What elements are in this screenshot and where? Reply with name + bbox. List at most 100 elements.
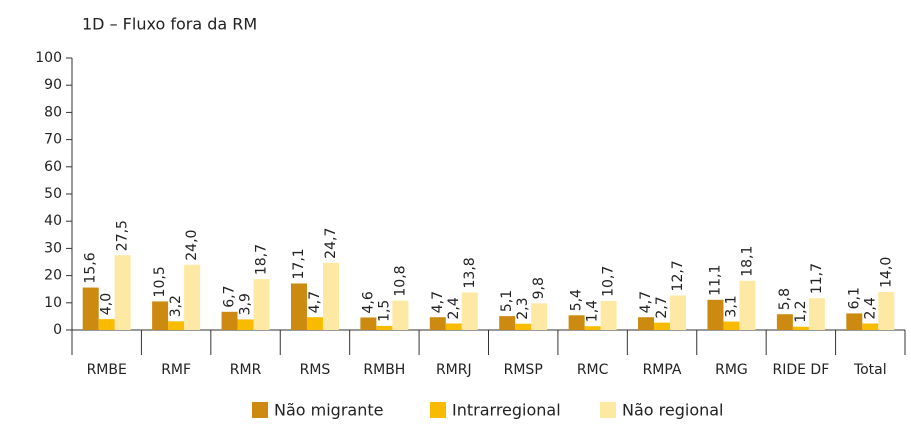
- value-label: 24,7: [323, 228, 339, 259]
- x-tick-label: RMS: [300, 362, 331, 378]
- bar: [376, 325, 393, 330]
- bar: [600, 300, 617, 330]
- value-label: 12,7: [670, 260, 686, 291]
- y-tick-label: 40: [44, 213, 62, 229]
- bar: [114, 255, 131, 330]
- bar: [82, 287, 99, 330]
- value-label: 3,9: [238, 293, 254, 315]
- bar: [392, 300, 409, 330]
- value-label: 3,2: [168, 295, 184, 317]
- x-tick-label: RMF: [161, 362, 191, 378]
- value-label: 2,4: [862, 297, 878, 319]
- y-tick-label: 70: [44, 132, 62, 148]
- bar: [515, 323, 532, 330]
- y-tick-label: 30: [44, 240, 62, 256]
- value-label: 9,8: [531, 277, 547, 299]
- y-tick-label: 0: [53, 322, 62, 338]
- bar: [707, 299, 724, 330]
- bar: [98, 319, 115, 330]
- legend-label: Intrarregional: [452, 401, 561, 420]
- value-label: 3,1: [723, 295, 739, 317]
- y-tick-label: 60: [44, 159, 62, 175]
- value-label: 14,0: [878, 257, 894, 288]
- value-label: 1,4: [585, 300, 601, 322]
- x-tick-label: RMSP: [504, 362, 543, 378]
- bar: [168, 321, 185, 330]
- value-label: 2,7: [654, 296, 670, 318]
- x-tick-label: RMBE: [87, 362, 127, 378]
- value-label: 15,6: [83, 252, 99, 283]
- bar: [808, 298, 825, 330]
- y-tick-label: 90: [44, 77, 62, 93]
- value-label: 4,7: [430, 291, 446, 313]
- bar: [184, 264, 201, 330]
- value-label: 18,7: [254, 244, 270, 275]
- value-label: 17,1: [291, 248, 307, 279]
- bar: [445, 323, 462, 330]
- value-label: 11,7: [809, 263, 825, 294]
- bar: [253, 279, 270, 330]
- y-tick-label: 80: [44, 104, 62, 120]
- value-label: 5,4: [569, 289, 585, 311]
- value-label: 6,7: [222, 286, 238, 308]
- y-tick-label: 10: [44, 295, 62, 311]
- x-tick-label: RMPA: [643, 362, 682, 378]
- value-label: 27,5: [115, 220, 131, 251]
- bar: [499, 316, 516, 330]
- value-label: 24,0: [184, 230, 200, 261]
- x-tick-label: RMG: [715, 362, 748, 378]
- x-tick-label: RMRJ: [436, 362, 472, 378]
- bar: [654, 322, 671, 330]
- value-label: 1,2: [793, 300, 809, 322]
- value-label: 4,6: [360, 291, 376, 313]
- x-tick-label: RIDE DF: [772, 362, 829, 378]
- bar: [638, 317, 655, 330]
- value-label: 18,1: [739, 246, 755, 277]
- x-tick-label: RMR: [230, 362, 262, 378]
- bar: [846, 313, 863, 330]
- value-label: 4,0: [99, 293, 115, 315]
- y-tick-label: 50: [44, 186, 62, 202]
- legend-swatch: [600, 402, 616, 418]
- bar: [461, 292, 478, 330]
- value-label: 2,3: [515, 297, 531, 319]
- bar: [878, 291, 895, 330]
- y-tick-label: 100: [35, 50, 62, 66]
- bar: [221, 311, 238, 330]
- bar: [584, 326, 601, 330]
- legend-swatch: [252, 402, 268, 418]
- bar: [531, 303, 548, 330]
- bar: [152, 301, 169, 330]
- value-label: 1,5: [376, 300, 392, 322]
- bar: [670, 295, 687, 330]
- legend-label: Não regional: [622, 401, 724, 420]
- x-tick-label: RMC: [577, 362, 609, 378]
- bar: [739, 280, 756, 330]
- bar: [322, 262, 339, 330]
- x-tick-label: RMBH: [363, 362, 405, 378]
- bar: [237, 319, 254, 330]
- value-label: 10,8: [392, 265, 408, 296]
- bar: [776, 314, 793, 330]
- value-label: 6,1: [846, 287, 862, 309]
- value-label: 13,8: [462, 257, 478, 288]
- bar: [306, 317, 323, 330]
- y-tick-label: 20: [44, 268, 62, 284]
- bar: [429, 317, 446, 330]
- value-label: 2,4: [446, 297, 462, 319]
- bar: [723, 321, 740, 330]
- value-label: 4,7: [307, 291, 323, 313]
- value-label: 4,7: [638, 291, 654, 313]
- bar: [290, 283, 307, 330]
- x-tick-label: Total: [853, 362, 887, 378]
- chart-title: 1D – Fluxo fora da RM: [82, 15, 257, 34]
- value-label: 10,7: [601, 266, 617, 297]
- legend-label: Não migrante: [274, 401, 383, 420]
- value-label: 5,8: [777, 288, 793, 310]
- value-label: 5,1: [499, 290, 515, 312]
- bar: [862, 323, 879, 330]
- value-label: 11,1: [707, 265, 723, 296]
- value-label: 10,5: [152, 266, 168, 297]
- bar: [568, 315, 585, 330]
